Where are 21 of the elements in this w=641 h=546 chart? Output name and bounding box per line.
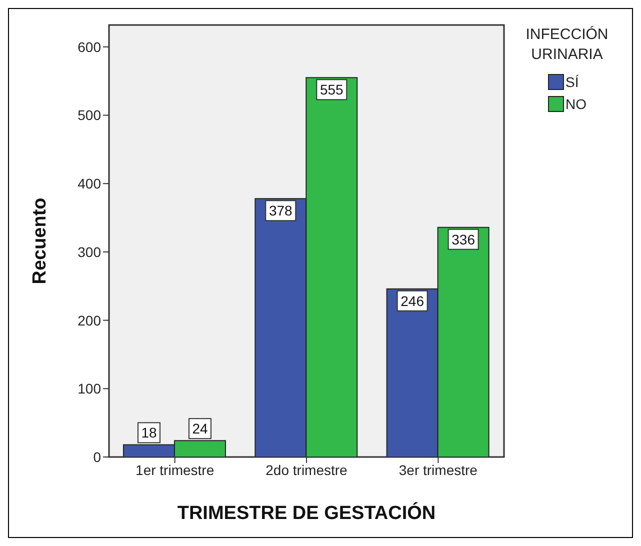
data-label: 555 xyxy=(320,82,344,98)
x-axis-title: TRIMESTRE DE GESTACIÓN xyxy=(177,502,436,524)
x-tick-label: 2do trimestre xyxy=(266,462,348,478)
y-tick-label: 200 xyxy=(78,312,102,328)
y-axis-title: Recuento xyxy=(30,198,51,284)
legend-title: INFECCIÓN URINARIA xyxy=(524,25,610,65)
y-tick-label: 0 xyxy=(93,448,102,465)
y-tick-label: 300 xyxy=(78,244,102,260)
y-tick-label: 100 xyxy=(78,380,102,397)
data-label: 336 xyxy=(452,231,476,248)
y-tick-label: 400 xyxy=(78,176,102,192)
data-label: 378 xyxy=(268,202,293,219)
legend-label: SÍ xyxy=(566,74,579,90)
legend-label: NO xyxy=(566,96,586,112)
x-tick-label: 3er trimestre xyxy=(398,462,478,478)
x-tick-label: 1er trimestre xyxy=(136,462,214,478)
y-tick-label: 600 xyxy=(78,38,102,55)
data-label: 18 xyxy=(141,424,157,441)
data-label: 246 xyxy=(400,292,424,309)
y-tick-label: 500 xyxy=(78,107,102,124)
data-label: 24 xyxy=(192,420,208,437)
